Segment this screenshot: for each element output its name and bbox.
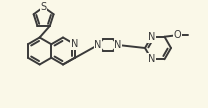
Text: O: O: [174, 30, 181, 40]
Text: N: N: [148, 54, 155, 64]
Text: N: N: [71, 39, 78, 49]
Text: N: N: [94, 40, 102, 50]
Text: N: N: [148, 32, 155, 42]
Text: S: S: [41, 2, 47, 12]
Text: N: N: [114, 40, 122, 50]
